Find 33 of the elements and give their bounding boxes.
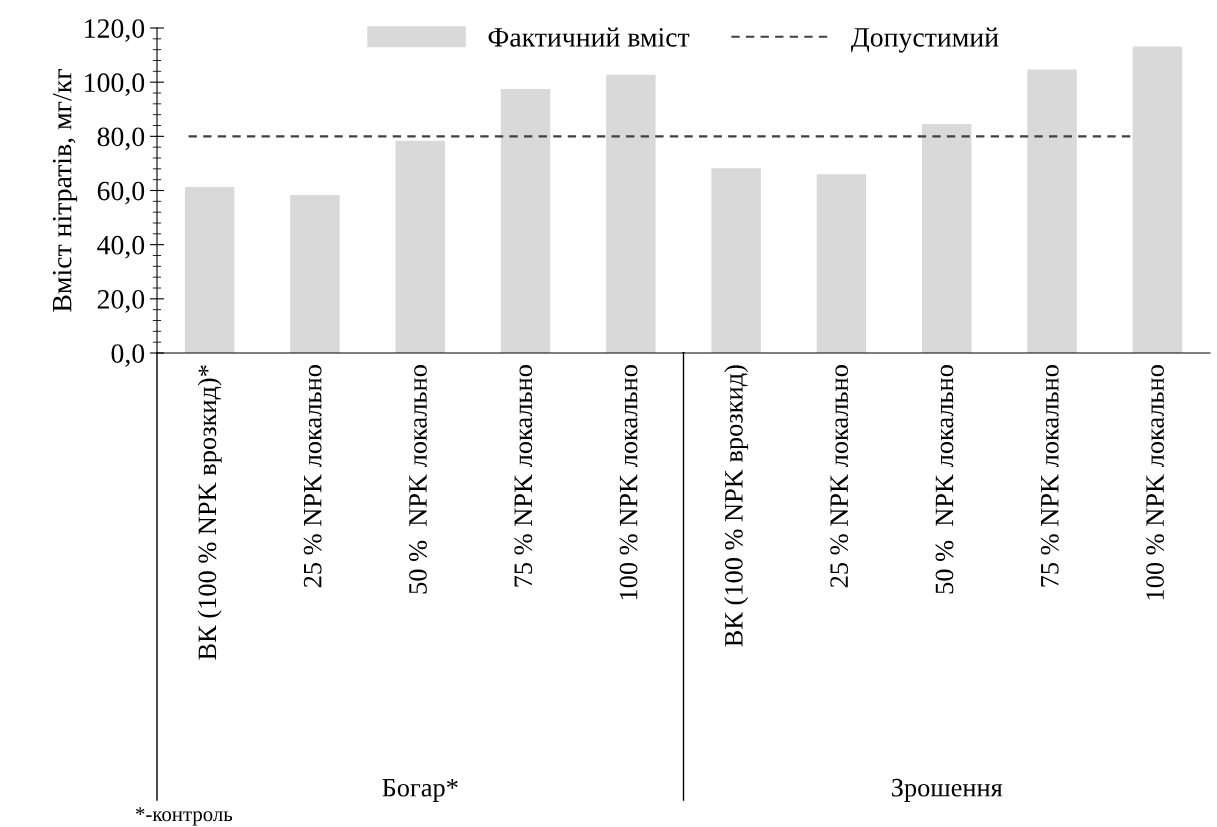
y-tick-label: 0,0: [111, 344, 145, 367]
x-tick-label: 100 % NPK локально: [619, 365, 638, 600]
x-tick-label: 75 % NPK локально: [514, 365, 533, 587]
bar: [816, 174, 867, 353]
x-tick-label: 50 % NPK локально: [409, 365, 427, 594]
bar: [606, 74, 656, 353]
legend-label: Допустимий: [851, 27, 999, 53]
bar: [922, 123, 972, 353]
x-tick-label: 25 % NPK локально: [303, 365, 322, 588]
y-tick-label: 60,0: [97, 181, 145, 205]
bar: [395, 140, 445, 353]
y-tick-label: 80,0: [97, 127, 145, 151]
x-tick-label: ВК (100 % NPK врозкид)*: [197, 365, 222, 660]
bar: [1027, 69, 1077, 353]
bar: [711, 168, 761, 353]
bar: [500, 88, 551, 353]
x-tick-label: ВК (100 % NPK врозкид): [724, 365, 749, 647]
y-axis-title: Вміст нітратів, мг/кг: [52, 69, 78, 312]
bar: [290, 195, 340, 353]
y-tick-label: 40,0: [97, 235, 145, 259]
bar: [184, 186, 235, 353]
y-tick-label: 100,0: [85, 73, 145, 97]
bar: [1132, 46, 1183, 353]
x-tick-label: 25 % NPK локально: [830, 365, 849, 588]
legend-label: Фактичний вміст: [488, 27, 690, 47]
text: Богар*: [382, 779, 458, 802]
y-tick-label: 120,0: [85, 19, 145, 42]
x-tick-label: 50 % NPK локально: [935, 365, 954, 594]
text: Зрошення: [891, 778, 1003, 802]
x-tick-label: 75 % NPK локально: [1040, 365, 1059, 587]
y-tick-label: 20,0: [97, 290, 145, 313]
x-tick-label: 100 % NPK локально: [1146, 365, 1165, 600]
text: *-контроль: [136, 807, 233, 826]
